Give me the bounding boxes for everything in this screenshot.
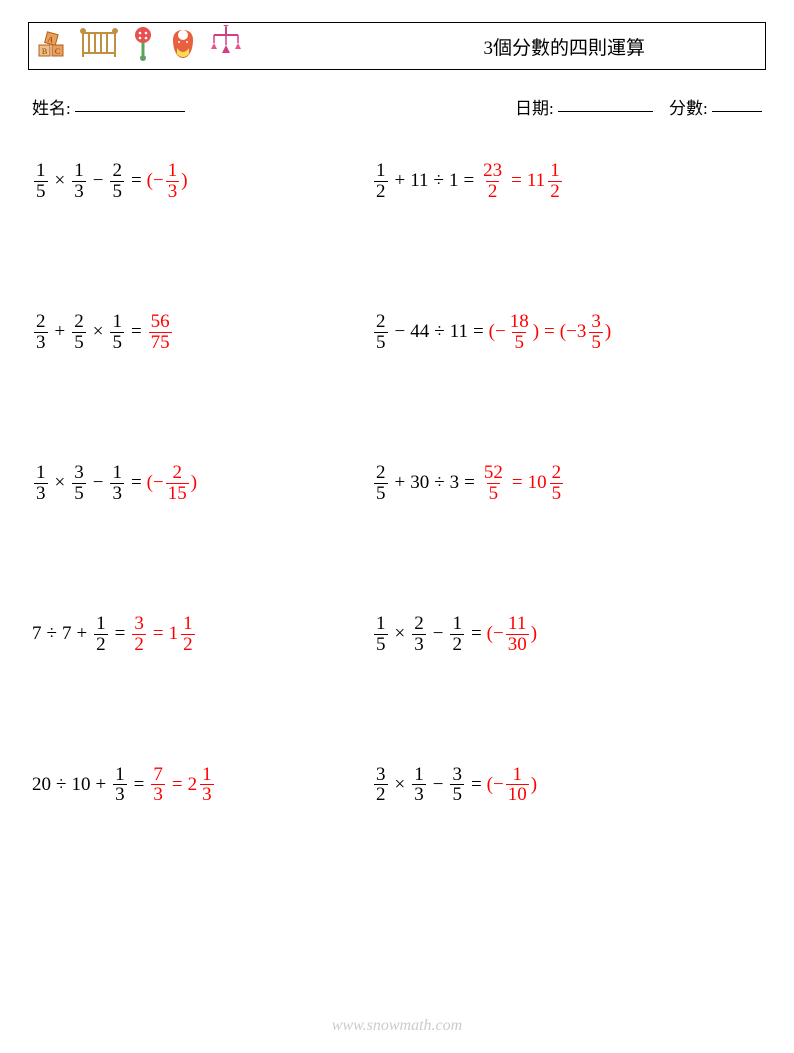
rattle-icon <box>129 25 157 68</box>
date-label-text: 日期: <box>515 99 554 118</box>
mobile-icon <box>209 25 243 68</box>
bib-icon <box>167 26 199 67</box>
problem-answer: 525=1025 <box>480 463 565 504</box>
svg-text:B: B <box>42 47 47 56</box>
problems-grid: 15×13−25=(−13)12+11÷1=232=1112 23+25×15=5… <box>28 161 766 805</box>
worksheet-title: 3個分數的四則運算 <box>483 33 755 60</box>
problem-cell: 15×13−25=(−13) <box>32 161 372 202</box>
problem-cell: 7÷7+12=32=112 <box>32 614 372 655</box>
problem-cell: 12+11÷1=232=1112 <box>372 161 762 202</box>
score-label-text: 分數: <box>669 99 708 118</box>
problem-row: 15×13−25=(−13)12+11÷1=232=1112 <box>32 161 762 202</box>
info-row: 姓名: 日期: 分數: <box>28 94 766 119</box>
svg-text:C: C <box>55 47 60 56</box>
problem-row: 23+25×15=567525−44÷11=(−185)=(−335) <box>32 312 762 353</box>
header-box: A B C <box>28 22 766 70</box>
date-blank <box>558 95 653 112</box>
footer-watermark: www.snowmath.com <box>0 1017 794 1035</box>
blocks-icon: A B C <box>35 27 69 66</box>
problem-row: 7÷7+12=32=11215×23−12=(−1130) <box>32 614 762 655</box>
problem-cell: 25+30÷3=525=1025 <box>372 463 762 504</box>
problem-cell: 25−44÷11=(−185)=(−335) <box>372 312 762 353</box>
name-blank <box>75 95 185 112</box>
problem-cell: 20÷10+13=73=213 <box>32 765 372 806</box>
header-icons: A B C <box>35 25 243 68</box>
name-label-text: 姓名: <box>32 99 71 118</box>
problem-row: 20÷10+13=73=21332×13−35=(−110) <box>32 765 762 806</box>
worksheet-page: A B C <box>0 0 794 1053</box>
problem-answer: 73=213 <box>149 765 215 806</box>
problem-answer: (−215) <box>147 463 197 504</box>
problem-cell: 15×23−12=(−1130) <box>372 614 762 655</box>
problem-cell: 32×13−35=(−110) <box>372 765 762 806</box>
problem-answer: 5675 <box>147 312 174 353</box>
problem-answer: 32=112 <box>130 614 196 655</box>
score-blank <box>712 95 762 112</box>
problem-answer: (−13) <box>147 161 188 202</box>
problem-cell: 23+25×15=5675 <box>32 312 372 353</box>
problem-answer: (−1130) <box>487 614 537 655</box>
problem-answer: (−185)=(−335) <box>489 312 611 353</box>
name-label: 姓名: <box>32 94 185 119</box>
problem-cell: 13×35−13=(−215) <box>32 463 372 504</box>
problem-answer: 232=1112 <box>479 161 564 202</box>
problem-row: 13×35−13=(−215)25+30÷3=525=1025 <box>32 463 762 504</box>
crib-icon <box>79 27 119 66</box>
problem-answer: (−110) <box>487 765 537 806</box>
score-label: 分數: <box>669 94 762 119</box>
date-label: 日期: <box>515 94 653 119</box>
